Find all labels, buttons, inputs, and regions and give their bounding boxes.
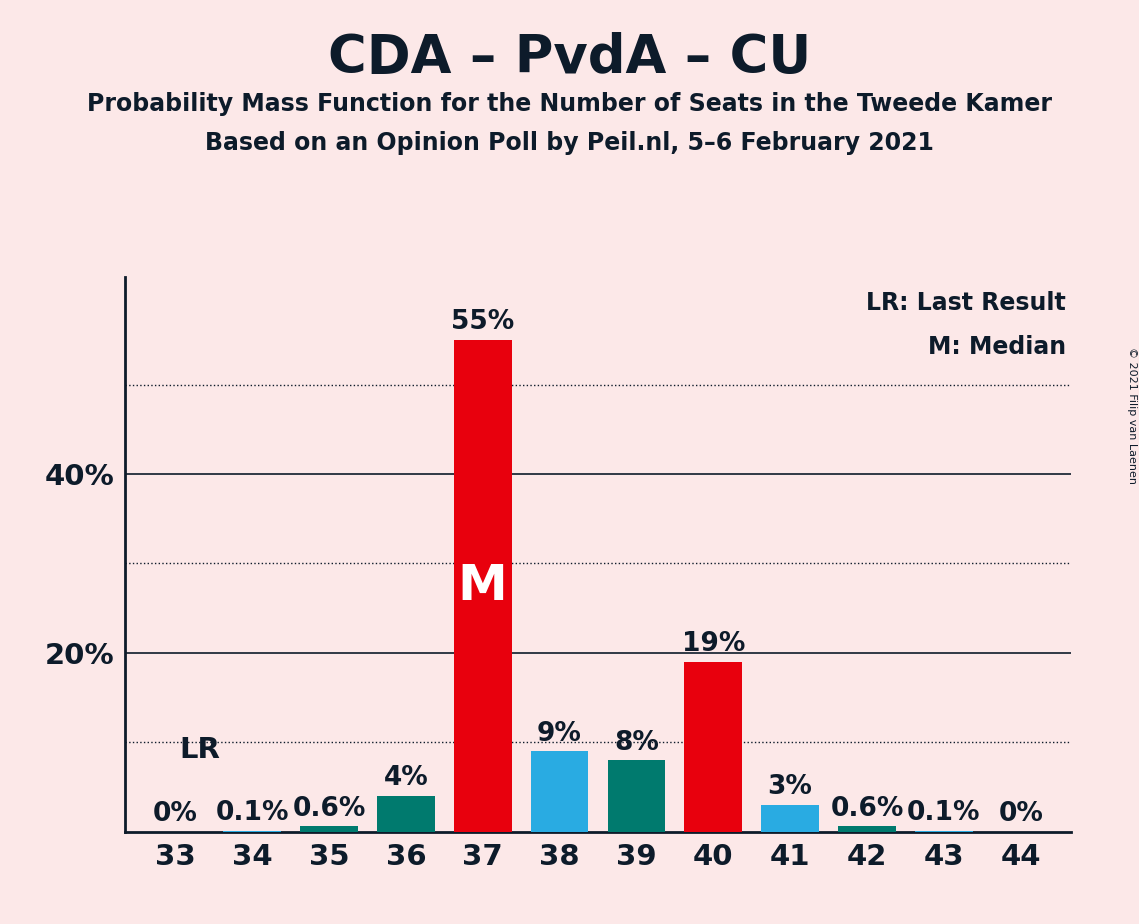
Text: 0.1%: 0.1% [907, 800, 981, 826]
Text: Based on an Opinion Poll by Peil.nl, 5–6 February 2021: Based on an Opinion Poll by Peil.nl, 5–6… [205, 131, 934, 155]
Bar [761, 805, 819, 832]
Text: M: Median: M: Median [928, 335, 1066, 359]
Bar [685, 662, 743, 832]
Text: 9%: 9% [538, 721, 582, 747]
Text: © 2021 Filip van Laenen: © 2021 Filip van Laenen [1126, 347, 1137, 484]
Text: 0%: 0% [153, 801, 198, 827]
Text: M: M [458, 562, 508, 610]
Text: Probability Mass Function for the Number of Seats in the Tweede Kamer: Probability Mass Function for the Number… [87, 92, 1052, 116]
Bar [453, 340, 511, 832]
Text: 55%: 55% [451, 310, 515, 335]
Text: 0.1%: 0.1% [215, 800, 289, 826]
Bar [607, 760, 665, 832]
Bar [531, 751, 589, 832]
Text: 19%: 19% [681, 631, 745, 657]
Text: CDA – PvdA – CU: CDA – PvdA – CU [328, 32, 811, 84]
Bar [838, 826, 895, 832]
Text: 0%: 0% [998, 801, 1043, 827]
Text: 0.6%: 0.6% [830, 796, 903, 821]
Bar [377, 796, 435, 832]
Text: 4%: 4% [384, 765, 428, 791]
Text: LR: LR [179, 736, 220, 764]
Text: 3%: 3% [768, 774, 812, 800]
Text: 8%: 8% [614, 730, 658, 756]
Text: 0.6%: 0.6% [293, 796, 366, 821]
Text: LR: Last Result: LR: Last Result [866, 291, 1066, 315]
Bar [301, 826, 358, 832]
